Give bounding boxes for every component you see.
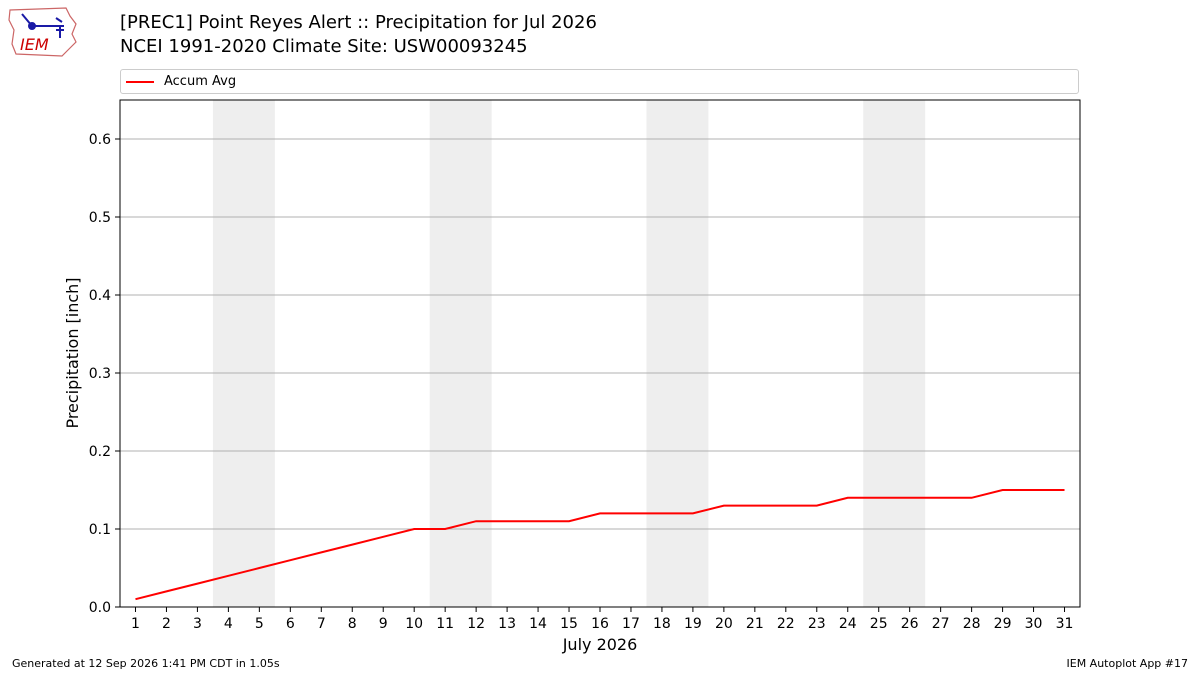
x-tick-label: 2 bbox=[162, 616, 171, 632]
y-tick-label: 0.4 bbox=[89, 288, 111, 304]
footer-generated-text: Generated at 12 Sep 2026 1:41 PM CDT in … bbox=[12, 657, 280, 670]
y-tick-label: 0.0 bbox=[89, 600, 111, 616]
x-tick-label: 11 bbox=[436, 616, 454, 632]
x-tick-label: 8 bbox=[348, 616, 357, 632]
x-tick-label: 24 bbox=[839, 616, 857, 632]
y-tick-label: 0.2 bbox=[89, 444, 111, 460]
x-tick-label: 10 bbox=[405, 616, 423, 632]
x-tick-label: 30 bbox=[1025, 616, 1043, 632]
footer-app-label: IEM Autoplot App #17 bbox=[1066, 657, 1189, 670]
legend-label-accum-avg: Accum Avg bbox=[164, 74, 237, 89]
y-tick-label: 0.5 bbox=[89, 210, 111, 226]
x-tick-label: 14 bbox=[529, 616, 547, 632]
x-tick-label: 6 bbox=[286, 616, 295, 632]
x-tick-label: 7 bbox=[317, 616, 326, 632]
x-tick-label: 28 bbox=[963, 616, 981, 632]
x-axis-label: July 2026 bbox=[562, 635, 638, 654]
chart-title: [PREC1] Point Reyes Alert :: Precipitati… bbox=[120, 12, 597, 33]
x-tick-label: 15 bbox=[560, 616, 578, 632]
weekend-band bbox=[646, 100, 709, 607]
x-tick-label: 5 bbox=[255, 616, 264, 632]
x-tick-label: 18 bbox=[653, 616, 671, 632]
x-tick-label: 9 bbox=[379, 616, 388, 632]
weekend-band bbox=[212, 100, 275, 607]
series-line-accum-avg bbox=[135, 489, 1065, 601]
x-tick-label: 16 bbox=[591, 616, 609, 632]
x-tick-label: 22 bbox=[777, 616, 795, 632]
y-tick-label: 0.6 bbox=[89, 132, 111, 148]
x-tick-label: 19 bbox=[684, 616, 702, 632]
x-tick-label: 25 bbox=[870, 616, 888, 632]
x-tick-label: 13 bbox=[498, 616, 516, 632]
chart-subtitle: NCEI 1991-2020 Climate Site: USW00093245 bbox=[120, 36, 528, 57]
x-tick-label: 27 bbox=[932, 616, 950, 632]
y-tick-label: 0.3 bbox=[89, 366, 111, 382]
x-tick-label: 1 bbox=[131, 616, 140, 632]
y-tick-label: 0.1 bbox=[89, 522, 111, 538]
iem-logo: IEM bbox=[8, 7, 77, 57]
x-tick-label: 17 bbox=[622, 616, 640, 632]
legend-line-accum-avg bbox=[126, 81, 154, 83]
x-tick-label: 3 bbox=[193, 616, 202, 632]
weekend-band bbox=[863, 100, 926, 607]
weather-station-icon bbox=[21, 13, 64, 38]
x-tick-label: 23 bbox=[808, 616, 826, 632]
weekend-band bbox=[429, 100, 492, 607]
x-tick-label: 26 bbox=[901, 616, 919, 632]
x-tick-label: 20 bbox=[715, 616, 733, 632]
y-axis-label: Precipitation [inch] bbox=[63, 277, 82, 428]
x-tick-label: 4 bbox=[224, 616, 233, 632]
x-tick-label: 12 bbox=[467, 616, 485, 632]
legend: Accum Avg bbox=[120, 69, 1079, 94]
x-tick-label: 31 bbox=[1056, 616, 1074, 632]
x-tick-label: 21 bbox=[746, 616, 764, 632]
logo-text: IEM bbox=[20, 35, 49, 54]
x-tick-label: 29 bbox=[994, 616, 1012, 632]
